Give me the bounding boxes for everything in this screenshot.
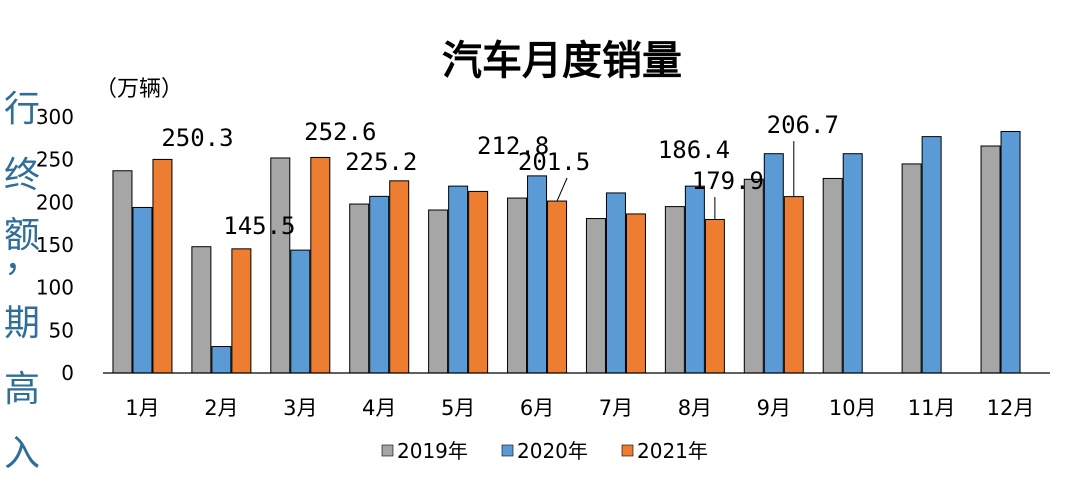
bar xyxy=(389,180,410,374)
bar xyxy=(547,200,568,374)
bar xyxy=(191,246,212,374)
bar xyxy=(684,185,705,374)
x-tick-label: 12月 xyxy=(987,396,1035,420)
legend-swatch xyxy=(381,444,394,457)
data-label: 179.9 xyxy=(692,167,764,195)
y-tick-label: 100 xyxy=(36,276,74,300)
bar xyxy=(1000,131,1021,374)
side-glyph: 入 xyxy=(4,433,41,474)
side-glyph: 高 xyxy=(4,369,41,410)
bar xyxy=(664,206,685,374)
x-tick-label: 9月 xyxy=(757,396,791,420)
bar xyxy=(290,249,311,374)
bar xyxy=(743,178,764,374)
bar xyxy=(132,206,153,374)
bar xyxy=(921,136,942,374)
y-tick-label: 250 xyxy=(36,148,74,172)
data-label: 225.2 xyxy=(345,148,417,176)
x-tick-label: 2月 xyxy=(204,396,238,420)
bar xyxy=(468,190,489,374)
bar xyxy=(822,177,843,374)
bar xyxy=(231,248,252,374)
data-label: 250.3 xyxy=(161,124,233,152)
bar xyxy=(369,195,390,374)
legend-entry: 2021年 xyxy=(637,439,708,463)
x-tick-label: 5月 xyxy=(441,396,475,420)
y-tick-label: 0 xyxy=(61,361,74,385)
bar xyxy=(901,163,922,374)
y-axis-unit-label: （万辆） xyxy=(95,77,183,102)
x-tick-label: 11月 xyxy=(908,396,956,420)
side-glyph: 终 xyxy=(4,155,41,196)
x-tick-label: 3月 xyxy=(283,396,317,420)
data-label: 201.5 xyxy=(518,148,590,176)
bar xyxy=(704,218,725,374)
bar xyxy=(585,218,606,374)
bar xyxy=(842,153,863,374)
data-label: 145.5 xyxy=(223,212,295,240)
bar xyxy=(448,185,469,374)
side-glyph: 额 xyxy=(4,215,41,256)
x-tick-label: 6月 xyxy=(520,396,554,420)
data-label: 212.8 xyxy=(477,132,549,160)
bar xyxy=(349,203,370,374)
bar xyxy=(605,192,626,374)
bar xyxy=(112,170,133,374)
legend-swatch xyxy=(501,444,514,457)
chart-title: 汽车月度销量 xyxy=(442,38,682,84)
x-tick-label: 10月 xyxy=(829,396,877,420)
y-tick-label: 150 xyxy=(36,233,74,257)
data-label: 206.7 xyxy=(767,111,839,139)
x-tick-label: 8月 xyxy=(678,396,712,420)
side-glyph: 期 xyxy=(4,303,41,344)
data-label: 186.4 xyxy=(658,136,730,164)
bar xyxy=(310,156,331,374)
label-leader-line xyxy=(556,177,568,202)
bar xyxy=(763,153,784,374)
x-tick-label: 4月 xyxy=(362,396,396,420)
x-axis: 1月 2月 3月 4月 5月 6月 7月 8月 9月 10月 11月 12月 xyxy=(103,372,1050,420)
y-tick-label: 300 xyxy=(36,105,74,129)
y-tick-label: 200 xyxy=(36,190,74,214)
x-tick-label: 1月 xyxy=(125,396,159,420)
bar xyxy=(625,213,646,374)
y-axis-ticks: 0 50 100 150 200 250 300 xyxy=(36,105,74,385)
bar xyxy=(270,157,291,374)
bar xyxy=(507,197,528,374)
legend-swatch xyxy=(621,444,634,457)
bar xyxy=(428,209,449,374)
bars xyxy=(112,131,1021,374)
legend-entry: 2020年 xyxy=(517,439,588,463)
bar xyxy=(980,145,1001,374)
bar xyxy=(783,196,804,374)
legend-entry: 2019年 xyxy=(397,439,468,463)
side-glyph: ， xyxy=(4,239,41,280)
bar xyxy=(211,346,232,374)
side-glyph: 行 xyxy=(4,89,41,130)
bar xyxy=(527,175,548,374)
legend: 2019年 2020年 2021年 xyxy=(381,439,708,463)
y-tick-label: 50 xyxy=(49,318,74,342)
data-label: 252.6 xyxy=(304,118,376,146)
bar xyxy=(152,158,173,374)
x-tick-label: 7月 xyxy=(599,396,633,420)
